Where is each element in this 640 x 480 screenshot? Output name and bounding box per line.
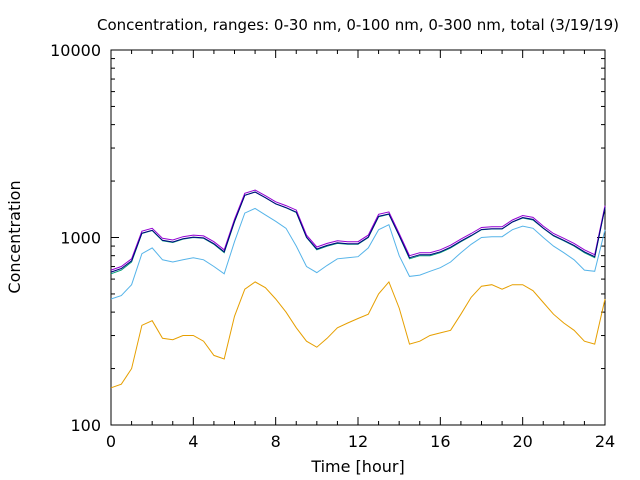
x-tick-label: 0 <box>106 432 116 451</box>
series-line-0-300-nm <box>110 191 606 275</box>
chart-title: Concentration, ranges: 0-30 nm, 0-100 nm… <box>97 16 619 34</box>
x-tick-label: 4 <box>188 432 198 451</box>
plot-frame <box>110 49 606 426</box>
x-tick-label: 20 <box>512 432 532 451</box>
x-axis-label: Time [hour] <box>310 457 404 476</box>
series-line-total <box>110 189 606 271</box>
x-tick-label: 12 <box>348 432 368 451</box>
series-line-0-100-nm <box>110 207 606 300</box>
y-axis-label: Concentration <box>5 180 24 293</box>
x-tick-label: 8 <box>271 432 281 451</box>
series-line-outline <box>110 191 606 273</box>
y-tick-label: 1000 <box>60 229 101 248</box>
x-tick-label: 16 <box>430 432 450 451</box>
y-tick-label: 100 <box>70 416 101 435</box>
y-tick-label: 10000 <box>50 41 101 60</box>
x-tick-label: 24 <box>595 432 615 451</box>
series-line-0-30-nm <box>110 280 606 389</box>
plot-area: 0 4 8 12 16 20 24 100 1000 10000 <box>50 41 615 451</box>
